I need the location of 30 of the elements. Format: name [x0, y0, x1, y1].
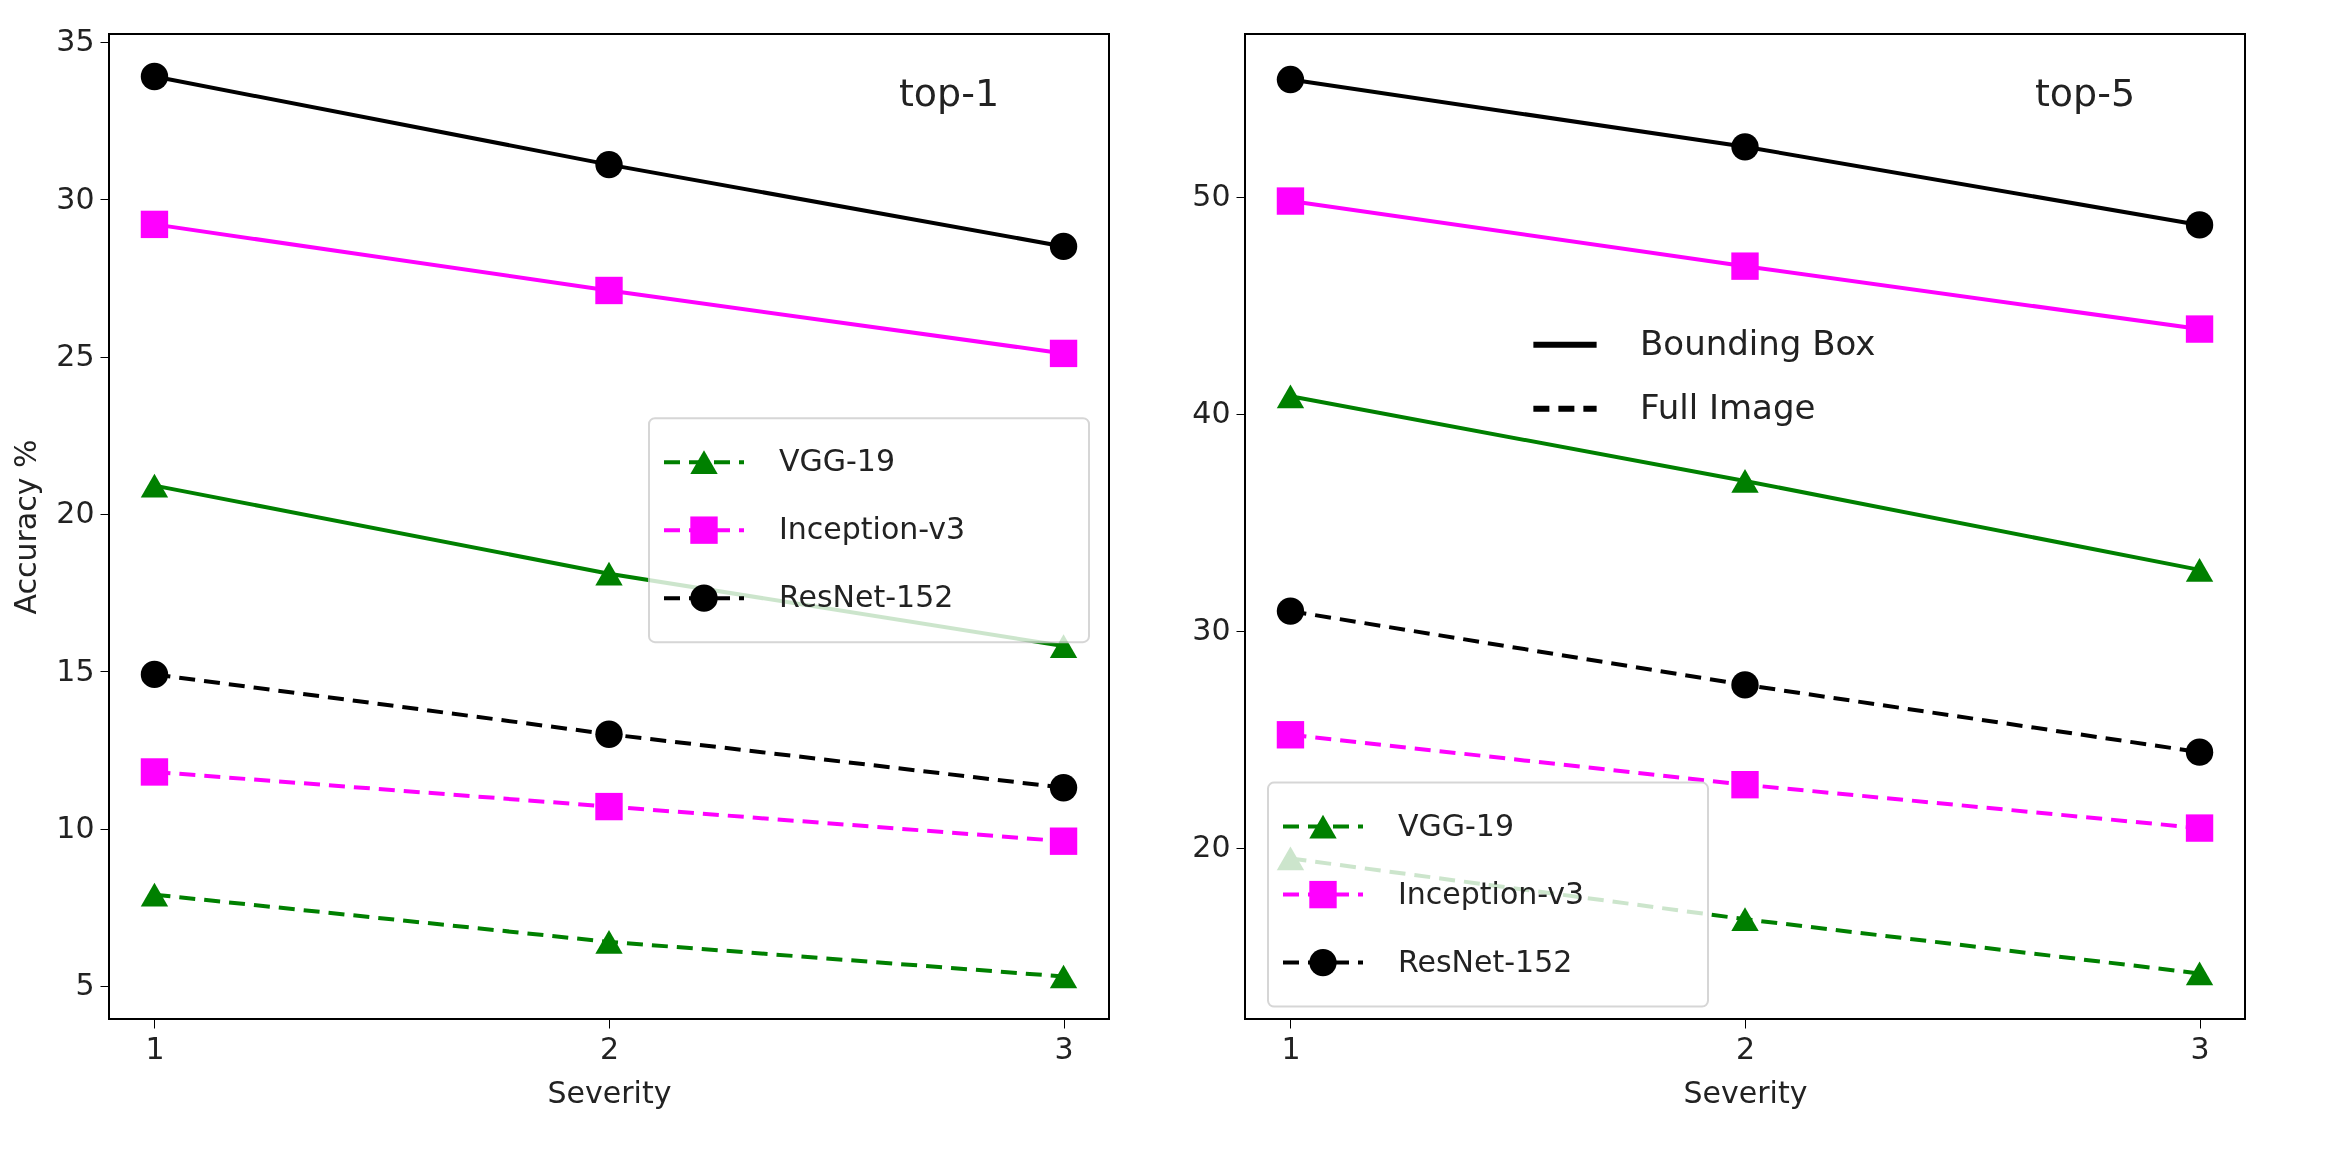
- y-tick-label: 25: [56, 338, 95, 374]
- x-tick-label: 2: [599, 1030, 620, 1066]
- x-axis-title: Severity: [547, 1074, 672, 1110]
- x-tick-label: 1: [1281, 1030, 1301, 1066]
- y-tick-label: 5: [75, 967, 95, 1003]
- text: top-1: [898, 71, 1000, 116]
- x-tick-label: 2: [1735, 1030, 1756, 1066]
- y-axis-title: Accuracy %: [8, 439, 44, 615]
- x-tick-label: 1: [145, 1030, 165, 1066]
- y-tick-label: 35: [56, 23, 95, 59]
- y-tick-label: 20: [56, 495, 95, 531]
- legend-label: VGG-19: [779, 443, 896, 479]
- y-tick-label: 20: [1192, 829, 1231, 865]
- y-tick-label: 15: [56, 652, 95, 688]
- x-axis-title: Severity: [1683, 1074, 1808, 1110]
- x-tick-label: 3: [1054, 1030, 1074, 1066]
- y-tick-label: 30: [56, 180, 95, 216]
- legend-label: Inception-v3: [779, 511, 966, 547]
- y-tick-label: 30: [1192, 612, 1231, 648]
- legend-label: Inception-v3: [1398, 875, 1585, 911]
- legend-label: ResNet-152: [1398, 943, 1573, 979]
- y-tick-label: 50: [1192, 178, 1231, 214]
- x-tick-label: 3: [2190, 1030, 2210, 1066]
- y-tick-label: 40: [1192, 395, 1231, 431]
- legend-label: VGG-19: [1398, 807, 1515, 843]
- text: top-5: [2034, 71, 2136, 116]
- annotation: Bounding Box: [1640, 322, 1876, 363]
- y-tick-label: 10: [56, 810, 95, 846]
- annotation: Full Image: [1640, 386, 1816, 427]
- legend-label: ResNet-152: [779, 579, 954, 615]
